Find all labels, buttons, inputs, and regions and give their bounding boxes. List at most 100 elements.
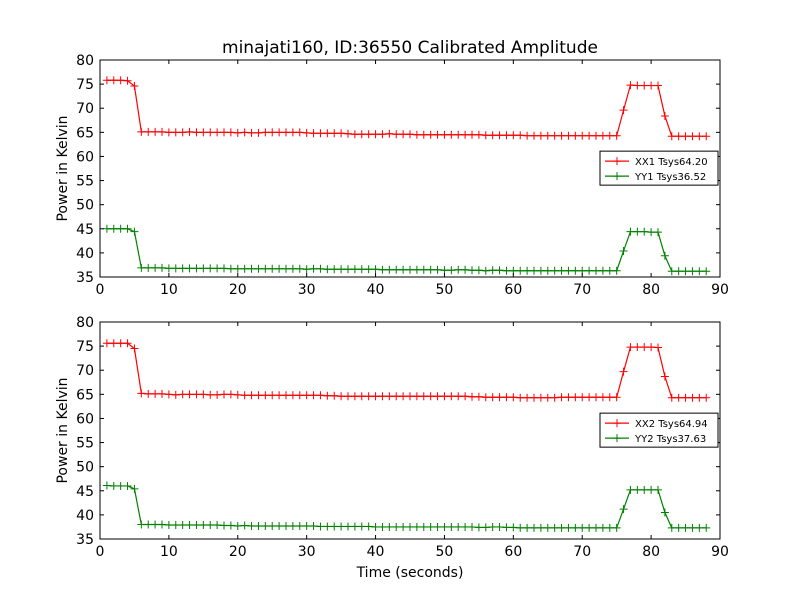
- data-point-marker: [344, 522, 352, 531]
- data-point-marker: [192, 128, 201, 137]
- data-point-marker: [461, 522, 470, 531]
- data-point-marker: [226, 128, 235, 137]
- data-point-marker: [137, 127, 146, 136]
- data-point-marker: [516, 393, 525, 402]
- data-point-marker: [130, 82, 139, 91]
- data-point-marker: [302, 521, 311, 530]
- data-point-marker: [702, 523, 711, 532]
- data-point-marker: [440, 130, 449, 139]
- data-point-marker: [502, 393, 511, 402]
- data-point-marker: [288, 521, 297, 530]
- data-point-marker: [371, 392, 380, 401]
- data-point-marker: [461, 130, 470, 139]
- data-point-marker: [550, 523, 559, 532]
- y-tick-label: 55: [76, 436, 94, 452]
- data-point-marker: [440, 266, 449, 275]
- data-point-marker: [323, 265, 332, 274]
- data-point-marker: [399, 130, 408, 139]
- data-point-marker: [130, 484, 139, 493]
- data-point-marker: [585, 131, 594, 140]
- data-point-marker: [350, 130, 359, 139]
- data-point-marker: [116, 224, 125, 233]
- data-point-marker: [137, 520, 146, 529]
- data-point-marker: [592, 393, 600, 402]
- y-tick-label: 40: [76, 508, 94, 524]
- data-point-marker: [344, 265, 352, 274]
- data-point-marker: [633, 485, 642, 494]
- data-point-marker: [543, 393, 552, 402]
- axes-frame: [99, 321, 721, 540]
- data-point-marker: [233, 390, 242, 399]
- data-point-marker: [509, 523, 518, 532]
- data-point-marker: [350, 392, 359, 401]
- data-point-marker: [357, 130, 366, 139]
- data-point-marker: [557, 393, 566, 402]
- data-point-marker: [164, 264, 173, 273]
- data-point-marker: [585, 266, 594, 275]
- data-point-marker: [337, 129, 346, 138]
- data-point-marker: [412, 265, 421, 274]
- data-point-marker: [564, 266, 573, 275]
- data-point-marker: [640, 485, 649, 494]
- data-point-marker: [337, 522, 346, 531]
- data-point-marker: [137, 389, 146, 398]
- data-point-marker: [226, 390, 235, 399]
- data-point-marker: [330, 129, 339, 138]
- x-tick-label: 60: [504, 544, 522, 560]
- data-point-marker: [640, 343, 649, 352]
- data-point-marker: [337, 392, 346, 401]
- data-point-marker: [309, 521, 318, 530]
- data-point-marker: [282, 521, 290, 530]
- data-point-marker: [447, 522, 456, 531]
- data-point-marker: [206, 128, 215, 137]
- data-point-marker: [185, 264, 194, 273]
- data-point-marker: [543, 523, 552, 532]
- legend-marker: [613, 434, 621, 443]
- data-point-marker: [688, 132, 697, 141]
- data-point-marker: [275, 264, 284, 273]
- x-tick-label: 10: [160, 282, 178, 298]
- data-point-marker: [695, 267, 704, 276]
- data-point-marker: [109, 76, 118, 85]
- data-point-marker: [550, 393, 559, 402]
- data-point-marker: [378, 130, 387, 139]
- data-point-marker: [564, 393, 573, 402]
- data-point-marker: [516, 266, 525, 275]
- data-point-marker: [419, 522, 428, 531]
- data-point-marker: [254, 128, 263, 137]
- data-point-marker: [571, 131, 580, 140]
- data-point-marker: [406, 265, 414, 274]
- data-point-marker: [392, 130, 401, 139]
- series-1: [102, 339, 711, 402]
- data-point-marker: [392, 522, 401, 531]
- data-point-marker: [474, 130, 483, 139]
- data-point-marker: [171, 128, 180, 137]
- data-point-marker: [426, 265, 435, 274]
- data-point-marker: [247, 521, 256, 530]
- data-point-marker: [454, 522, 463, 531]
- data-point-marker: [123, 76, 132, 85]
- data-point-marker: [247, 264, 256, 273]
- data-point-marker: [371, 265, 380, 274]
- data-point-marker: [447, 392, 456, 401]
- data-point-marker: [109, 339, 118, 348]
- data-point-marker: [158, 520, 166, 529]
- data-point-marker: [220, 128, 228, 137]
- data-point-marker: [378, 522, 387, 531]
- data-point-marker: [564, 523, 573, 532]
- data-point-marker: [619, 246, 628, 255]
- data-point-marker: [674, 523, 683, 532]
- data-point-marker: [151, 520, 160, 529]
- legend-label: YY2 Tsys37.63: [634, 434, 706, 445]
- data-point-marker: [282, 391, 290, 400]
- data-point-marker: [647, 343, 656, 352]
- data-point-marker: [550, 131, 559, 140]
- data-point-marker: [171, 390, 180, 399]
- data-point-marker: [681, 267, 690, 276]
- data-point-marker: [667, 132, 676, 141]
- data-point-marker: [660, 111, 669, 120]
- data-point-marker: [192, 264, 201, 273]
- data-point-marker: [543, 131, 552, 140]
- data-point-marker: [199, 390, 208, 399]
- y-axis-label: Power in Kelvin: [55, 115, 71, 221]
